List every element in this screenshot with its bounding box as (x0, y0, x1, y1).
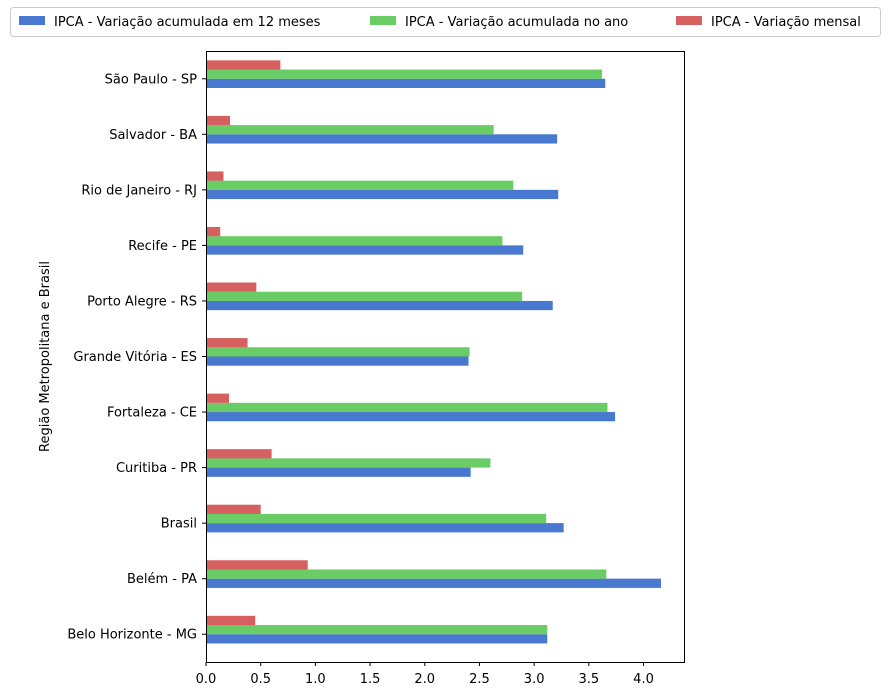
legend-label: IPCA - Variação mensal (711, 15, 861, 30)
legend-label: IPCA - Variação acumulada em 12 meses (54, 15, 321, 30)
bar-2-5 (206, 402, 608, 413)
y-tick-label: Belém - PA (127, 572, 197, 587)
bar-1-8 (206, 245, 524, 255)
y-axis-ticks: Belo Horizonte - MG Belém - PA Brasil Curit… (67, 72, 206, 643)
bar-1-9 (206, 189, 559, 200)
legend-swatch (19, 16, 45, 25)
bar-1-1 (206, 634, 548, 644)
plot-frame (206, 51, 685, 663)
bar-2-4 (206, 458, 491, 468)
y-axis-label: Região Metropolitana e Brasil (38, 261, 53, 452)
bars (206, 60, 662, 644)
x-tick-label: 1.0 (305, 672, 326, 687)
x-tick-label: 2.0 (414, 672, 435, 687)
bar-3-7 (206, 282, 257, 292)
bar-1-4 (206, 467, 471, 477)
legend-swatch (676, 16, 702, 25)
y-tick-label: Porto Alegre - RS (87, 294, 197, 309)
legend-label: IPCA - Variação acumulada no ano (405, 15, 628, 30)
bar-2-11 (206, 69, 602, 79)
y-tick-label: Grande Vitória - ES (73, 350, 197, 365)
bar-3-6 (206, 338, 248, 348)
bar-2-6 (206, 347, 470, 357)
bar-2-9 (206, 180, 514, 190)
bar-1-5 (206, 412, 616, 422)
x-tick-label: 2.5 (469, 672, 490, 687)
bar-2-3 (206, 513, 547, 524)
bar-2-1 (206, 625, 548, 635)
x-tick-label: 1.5 (360, 672, 381, 687)
x-tick-label: 0.0 (196, 672, 217, 687)
y-tick-label: Fortaleza - CE (107, 406, 197, 421)
x-tick-label: 3.0 (524, 672, 545, 687)
bar-1-3 (206, 523, 564, 533)
x-tick-label: 0.5 (250, 672, 271, 687)
bar-1-7 (206, 300, 553, 311)
y-tick-label: Rio de Janeiro - RJ (81, 183, 197, 198)
bar-3-2 (206, 560, 308, 570)
y-tick-label: Curitiba - PR (116, 461, 197, 476)
bar-3-1 (206, 615, 256, 626)
bar-3-9 (206, 171, 224, 181)
legend-box (10, 7, 881, 37)
x-axis-ticks: 0.0 0.5 1.0 1.5 2.0 2.5 3.0 3.5 4.0 (196, 662, 654, 687)
bar-3-3 (206, 504, 261, 514)
y-tick-label: Recife - PE (128, 239, 197, 254)
bar-1-10 (206, 134, 558, 144)
bar-3-8 (206, 226, 221, 237)
bar-3-10 (206, 115, 231, 126)
legend: IPCA - Variação acumulada em 12 meses IPC… (10, 7, 881, 37)
y-tick-label: Belo Horizonte - MG (67, 628, 197, 643)
bar-2-8 (206, 236, 503, 246)
bar-3-11 (206, 60, 281, 70)
bar-3-4 (206, 449, 272, 459)
y-tick-label: São Paulo - SP (105, 72, 198, 87)
bar-1-11 (206, 78, 606, 88)
bar-1-2 (206, 578, 662, 588)
bar-3-5 (206, 393, 229, 403)
bar-2-7 (206, 291, 523, 301)
x-tick-label: 3.5 (578, 672, 599, 687)
y-tick-label: Salvador - BA (109, 128, 197, 143)
y-tick-label: Brasil (161, 517, 197, 532)
bar-2-10 (206, 125, 494, 135)
legend-swatch (370, 16, 396, 25)
x-tick-label: 4.0 (633, 672, 654, 687)
bar-1-6 (206, 356, 469, 366)
bar-2-2 (206, 569, 607, 579)
